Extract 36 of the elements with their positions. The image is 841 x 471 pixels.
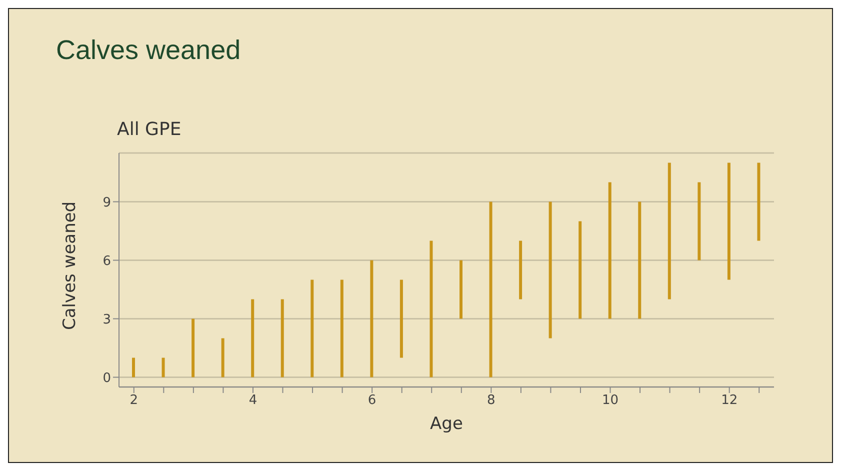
- bar: [192, 318, 195, 378]
- x-tick-label: 2: [130, 393, 138, 408]
- y-tick-label: 0: [102, 370, 111, 386]
- bar: [698, 182, 701, 260]
- bar: [608, 182, 612, 319]
- y-tick-label: 9: [102, 195, 111, 210]
- bar: [370, 260, 374, 378]
- x-tick-label: 6: [368, 393, 376, 408]
- y-tick-label: 6: [102, 254, 111, 269]
- bar: [489, 202, 492, 378]
- bar: [638, 202, 642, 319]
- bar: [251, 299, 254, 378]
- chart-subtitle: All GPE: [117, 119, 182, 140]
- x-tick-label: 4: [248, 393, 258, 408]
- bar: [430, 240, 433, 378]
- chart-title: Calves weaned: [56, 35, 241, 66]
- bar: [400, 280, 403, 358]
- bar: [310, 280, 314, 378]
- bar: [162, 358, 165, 378]
- bar: [340, 280, 344, 378]
- bar: [519, 240, 522, 300]
- bar: [280, 299, 284, 378]
- bar: [221, 338, 224, 378]
- y-axis-title: Calves weaned: [60, 201, 80, 330]
- x-tick-label: 10: [602, 393, 619, 408]
- bar: [578, 221, 582, 319]
- x-axis-title: Age: [430, 414, 463, 434]
- bar: [727, 162, 730, 280]
- bar: [757, 162, 760, 241]
- bar: [548, 202, 552, 338]
- x-tick-label: 12: [721, 393, 738, 408]
- bar: [460, 260, 462, 319]
- bar: [668, 162, 671, 300]
- bar: [132, 358, 135, 378]
- x-tick-label: 8: [487, 393, 496, 408]
- y-tick-label: 3: [102, 312, 111, 328]
